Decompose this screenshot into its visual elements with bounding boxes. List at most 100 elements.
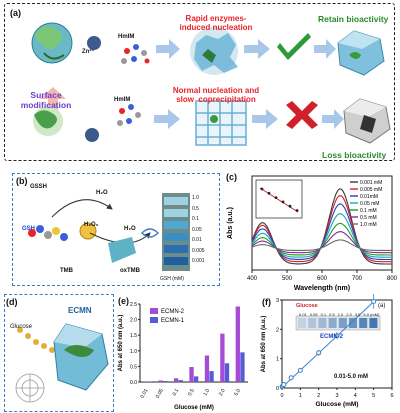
- legend-swatch: [150, 317, 158, 323]
- x-tick-label: 4: [354, 393, 357, 399]
- strip-tick: 1.0: [337, 312, 344, 317]
- x-tick-label: 0.01: [139, 388, 149, 400]
- strip-tick: 0.1: [320, 312, 327, 317]
- loss-bioactivity-text: Loss bioactivity: [322, 150, 387, 160]
- inset-point: [295, 209, 299, 212]
- enzyme-cluster-bottom: [33, 106, 63, 136]
- legend-swatch: [150, 308, 158, 314]
- data-point: [371, 298, 377, 304]
- y-tick-label: 0: [276, 386, 279, 392]
- h2o2-label: H₂O₂: [84, 222, 99, 228]
- zn-sphere-bottom: [85, 128, 99, 142]
- glucose-dots: [17, 327, 55, 353]
- panel-d-frame: [4, 294, 114, 412]
- x-tick-label: 3: [335, 393, 338, 399]
- data-point: [316, 350, 322, 356]
- arrow-6: [322, 109, 344, 129]
- bar: [240, 352, 245, 382]
- crystal-small: [108, 237, 136, 263]
- gssh-label: GSSH: [30, 184, 48, 190]
- chart-c: 400 500 600 700 800 Wavelength (nm) Abs (a.u.)…: [227, 175, 398, 292]
- glucose-strip: [295, 315, 381, 331]
- data-point: [281, 381, 287, 387]
- inset-fit-line: [259, 187, 299, 213]
- inset-point: [267, 191, 271, 195]
- strip-tick: 0.05: [192, 226, 202, 233]
- hmim-top-label: HmIM: [118, 34, 135, 40]
- x-tick-label: 0.05: [155, 388, 165, 400]
- strip-tick: 0.005: [192, 247, 205, 254]
- strip-well: [338, 318, 347, 328]
- bar: [224, 363, 230, 382]
- strip-tick: 0.01: [299, 312, 307, 317]
- strip-well: [308, 318, 317, 328]
- data-point: [334, 333, 340, 339]
- strip-tick: 0.1: [192, 216, 199, 222]
- inset-point: [281, 200, 285, 204]
- x-tick-label: 1: [299, 393, 302, 399]
- strip-well: [359, 318, 368, 328]
- surface-modification-text: Surface modification: [20, 90, 72, 110]
- x-tick-label: 800: [387, 276, 398, 282]
- y-tick-label: 2: [276, 327, 279, 333]
- bar: [235, 306, 240, 382]
- glucose-strip-ticks: 0.01 0.05 0.1 0.5 1.0 2.0 3.0 5.0 (mM): [299, 312, 379, 317]
- legend-label: 0.001 mM: [360, 180, 382, 186]
- strip-tick: 0.05: [309, 312, 318, 317]
- fit-line: [281, 299, 376, 388]
- y-tick-label: 1.0: [130, 349, 137, 355]
- panel-b-graphics: [28, 193, 190, 271]
- inset-point: [288, 204, 292, 208]
- x-tick-label: 500: [282, 276, 293, 282]
- x-tick-label: 6: [390, 393, 393, 399]
- bar: [173, 378, 179, 382]
- oxtmb-label: oxTMB: [120, 268, 140, 274]
- panel-a-graphics: [31, 22, 391, 146]
- strip-tick: 0.5: [192, 205, 199, 212]
- enzyme-cluster-top: [31, 22, 73, 64]
- strip-well: [349, 318, 357, 328]
- bar: [178, 380, 183, 382]
- strip-tick: 1.0: [192, 195, 199, 201]
- zn-label: Zn²⁺: [82, 49, 95, 55]
- hmim-molecule-top: [121, 44, 150, 64]
- strip-tick: 5.0 (mM): [363, 312, 380, 317]
- retain-bioactivity-text: Retain bioactivity: [318, 14, 389, 24]
- bar: [158, 380, 163, 382]
- gsh-axis-label: GSH (mM): [160, 276, 184, 282]
- panel-b-label: (b): [16, 176, 28, 186]
- bar: [204, 355, 210, 382]
- data-point: [297, 367, 303, 373]
- x-axis-label: Glucose (mM): [174, 405, 214, 411]
- gsh-molecule: [28, 225, 68, 241]
- x-tick-label: 0.1: [172, 388, 181, 397]
- y-tick-label: 0.5: [130, 364, 137, 370]
- panel-f-label: (f): [262, 297, 271, 307]
- inset-point: [274, 196, 278, 199]
- x-axis-label: Wavelength (nm): [294, 285, 350, 292]
- inset-point: [260, 187, 264, 191]
- gsh-label: GSH: [22, 226, 36, 232]
- panel-a-frame: [4, 3, 395, 161]
- ecmn2-label: ECMN-2: [320, 334, 344, 340]
- y-axis-label: Abs at 650 nm (a.u.): [118, 315, 124, 372]
- y-tick-label: 1: [276, 357, 279, 363]
- panel-f-corner-label: (a): [378, 303, 386, 309]
- hmim-molecule-bottom: [117, 104, 141, 126]
- h2o-right-label: H₂O: [124, 226, 136, 232]
- legend-label: 1.0 mM: [360, 222, 377, 228]
- x-tick-label: 2: [317, 393, 320, 399]
- rapid-nucleation-text: Rapid enzymes- induced nucleation: [179, 14, 253, 32]
- nanozyme-sphere: [79, 222, 97, 240]
- legend-label: 0.05 mM: [360, 201, 379, 207]
- arrow-2: [244, 39, 270, 59]
- hmim-bottom-label: HmIM: [114, 97, 131, 103]
- y-tick-label: 3: [276, 298, 279, 304]
- panel-e-label: (e): [118, 296, 129, 306]
- strip-tick: 0.01: [192, 237, 202, 243]
- x-tick-label: 1.0: [202, 388, 211, 397]
- panel-b-frame: [12, 173, 220, 286]
- range-label: 0.01-5.0 mM: [334, 374, 369, 380]
- strip-well: [328, 318, 337, 328]
- legend-label: 0.01mM: [360, 194, 378, 200]
